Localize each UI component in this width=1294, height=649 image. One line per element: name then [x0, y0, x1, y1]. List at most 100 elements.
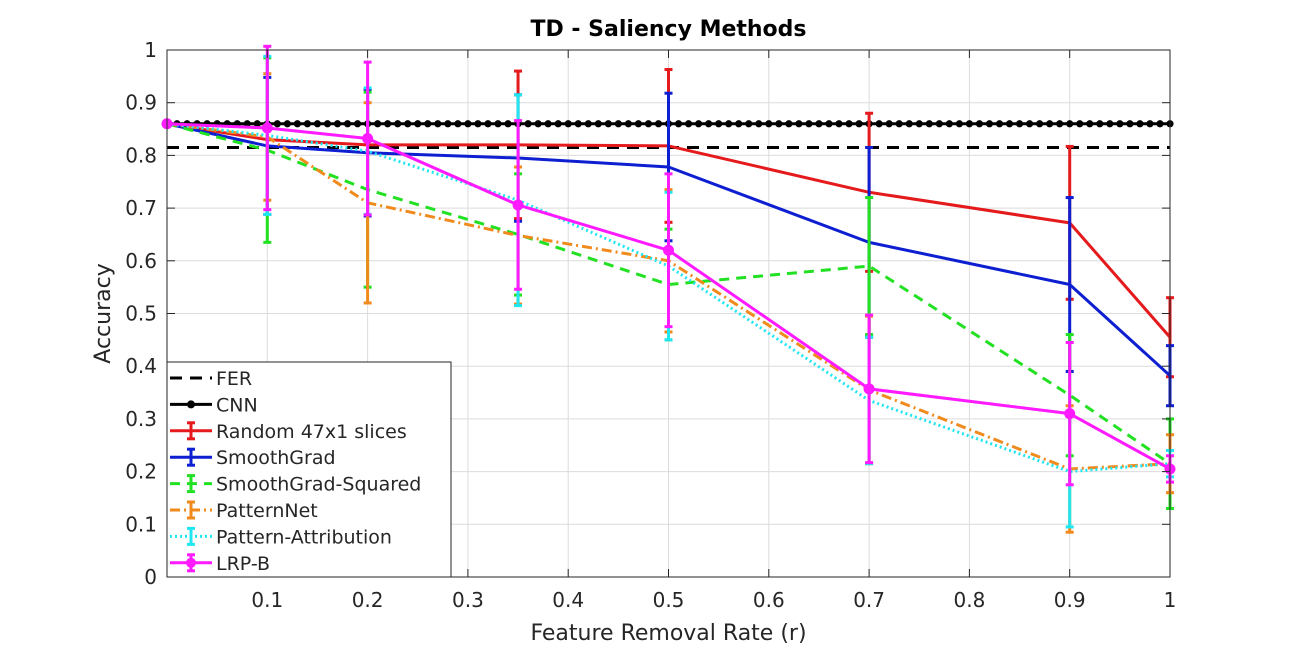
cnn-point: [1015, 120, 1024, 128]
cnn-point: [1096, 120, 1104, 128]
series-layer: [161, 44, 1176, 534]
cnn-point: [875, 120, 883, 128]
x-tick-label: 0.3: [452, 588, 484, 612]
cnn-point: [895, 120, 903, 128]
y-axis-label: Accuracy: [91, 263, 116, 363]
cnn-point: [594, 120, 602, 128]
cnn-point: [795, 120, 803, 128]
cnn-point: [303, 120, 312, 128]
cnn-point: [604, 120, 612, 128]
y-tick-label: 1: [144, 38, 157, 62]
cnn-point: [624, 120, 632, 128]
y-tick-label: 0.7: [125, 196, 157, 220]
cnn-point: [815, 120, 823, 128]
cnn-point: [1046, 120, 1054, 128]
cnn-point: [654, 120, 663, 128]
x-tick-label: 0.9: [1054, 588, 1086, 612]
cnn-point: [674, 120, 683, 128]
cnn-point: [414, 120, 422, 128]
cnn-point: [504, 120, 512, 128]
cnn-point: [905, 120, 913, 128]
y-tick-label: 0: [144, 565, 157, 589]
cnn-point: [995, 120, 1004, 128]
cnn-point: [925, 120, 933, 128]
y-tick-label: 0.9: [125, 91, 157, 115]
cnn-point: [1116, 120, 1124, 128]
x-tick-label: 0.7: [853, 588, 885, 612]
y-tick-label: 0.5: [125, 302, 157, 326]
cnn-point: [715, 120, 723, 128]
y-tick-label: 0.2: [125, 460, 157, 484]
cnn-point: [1126, 120, 1134, 128]
cnn-point: [574, 120, 582, 128]
x-tick-label: 1: [1164, 588, 1177, 612]
cnn-point: [735, 120, 743, 128]
legend-entry: CNN: [170, 394, 258, 416]
legend-marker: [187, 400, 195, 409]
legend-entry: SmoothGrad: [170, 447, 336, 469]
data-point: [1064, 408, 1076, 420]
cnn-point: [404, 120, 412, 128]
data-point: [663, 244, 674, 256]
cnn-point: [785, 120, 793, 128]
cnn-point: [384, 120, 392, 128]
cnn-point: [745, 120, 753, 128]
cnn-point: [965, 120, 974, 128]
legend-label: SmoothGrad: [216, 447, 336, 469]
legend-label: SmoothGrad-Squared: [216, 474, 421, 496]
legend-label: CNN: [216, 394, 258, 416]
cnn-point: [554, 120, 562, 128]
legend-entry: FER: [170, 368, 252, 390]
ticks: 0.1 0.2 0.3 0.4 0.5 0.6 0.7 0.8 0.9 1 0 0.1 0.2 0.3 0.…: [125, 38, 1176, 612]
cnn-point: [273, 120, 281, 128]
cnn-point: [283, 120, 291, 128]
cnn-point: [1076, 120, 1084, 128]
cnn-point: [885, 120, 893, 128]
cnn-point: [765, 120, 773, 128]
cnn-point: [534, 120, 542, 128]
cnn-point: [614, 120, 622, 128]
cnn-point: [705, 120, 713, 128]
data-point: [512, 199, 524, 211]
cnn-point: [444, 120, 452, 128]
cnn-point: [313, 120, 322, 128]
cnn-point: [684, 120, 693, 128]
cnn-point: [494, 120, 502, 128]
y-tick-label: 0.8: [125, 143, 157, 167]
cnn-point: [454, 120, 462, 128]
legend-entry: PatternNet: [170, 500, 318, 522]
y-tick-label: 0.4: [125, 354, 157, 378]
legend-box: [166, 361, 452, 578]
cnn-point: [975, 120, 984, 128]
cnn-point: [634, 120, 643, 128]
cnn-point: [1066, 120, 1074, 128]
cnn-point: [293, 120, 301, 128]
cnn-point: [544, 120, 552, 128]
cnn-point: [1156, 120, 1164, 128]
cnn-point: [1025, 120, 1034, 128]
cnn-point: [825, 120, 833, 128]
cnn-point: [985, 120, 994, 128]
chart-title: TD - Saliency Methods: [530, 17, 806, 42]
cnn-point: [805, 120, 813, 128]
legend-label: FER: [216, 368, 252, 390]
x-axis-label: Feature Removal Rate (r): [530, 621, 806, 646]
x-tick-label: 0.8: [953, 588, 985, 612]
cnn-point: [1086, 120, 1094, 128]
cnn-point: [424, 120, 432, 128]
x-tick-label: 0.1: [251, 588, 283, 612]
y-tick-label: 0.1: [125, 512, 157, 536]
cnn-point: [1106, 120, 1114, 128]
cnn-point: [845, 120, 853, 128]
legend-entry: LRP-B: [170, 553, 270, 575]
cnn-point: [1146, 120, 1154, 128]
cnn-point: [474, 120, 482, 128]
legend-label: PatternNet: [216, 500, 318, 522]
cnn-point: [915, 120, 923, 128]
cnn-point: [755, 120, 763, 128]
cnn-point: [434, 120, 442, 128]
cnn-point: [1056, 120, 1064, 128]
cnn-point: [1036, 120, 1044, 128]
cnn-point: [1005, 120, 1014, 128]
